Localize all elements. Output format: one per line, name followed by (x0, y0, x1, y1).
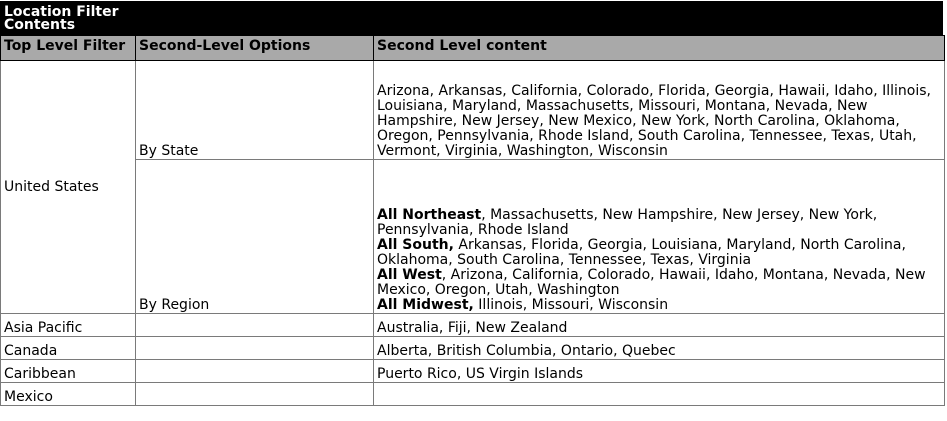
title-line-1: Location Filter (4, 4, 119, 20)
option-cell (135, 336, 374, 360)
option-by-state: By State (135, 60, 374, 160)
table-row: Mexico (0, 382, 945, 406)
option-cell (135, 313, 374, 337)
northeast-list: , Massachusetts, New Hampshire, New Jers… (377, 207, 878, 238)
region-united-states: United States (0, 60, 136, 314)
region-northeast: All Northeast, Massachusetts, New Hampsh… (377, 208, 944, 238)
header-second-level-content: Second Level content (373, 35, 945, 61)
header-row: Top Level Filter Second-Level Options Se… (0, 35, 945, 61)
south-label: All South, (377, 237, 454, 253)
region-cell: Mexico (0, 382, 136, 406)
content-cell: Puerto Rico, US Virgin Islands (373, 359, 945, 383)
table-row: Canada Alberta, British Columbia, Ontari… (0, 336, 945, 360)
option-cell (135, 359, 374, 383)
region-west: All West, Arizona, California, Colorado,… (377, 268, 944, 298)
region-cell: Asia Pacific (0, 313, 136, 337)
south-list: Arkansas, Florida, Georgia, Louisiana, M… (377, 237, 906, 268)
content-cell: Australia, Fiji, New Zealand (373, 313, 945, 337)
table-title: Location Filter Contents (0, 1, 943, 35)
table-row: Caribbean Puerto Rico, US Virgin Islands (0, 359, 945, 383)
option-cell (135, 382, 374, 406)
region-south: All South, Arkansas, Florida, Georgia, L… (377, 238, 944, 268)
table-row: Asia Pacific Australia, Fiji, New Zealan… (0, 313, 945, 337)
content-by-region: All Northeast, Massachusetts, New Hampsh… (373, 159, 945, 314)
header-top-level-filter: Top Level Filter (0, 35, 136, 61)
west-list: , Arizona, California, Colorado, Hawaii,… (377, 267, 926, 298)
content-cell: Alberta, British Columbia, Ontario, Queb… (373, 336, 945, 360)
region-cell: Canada (0, 336, 136, 360)
midwest-label: All Midwest, (377, 297, 474, 313)
table-row: United States By State Arizona, Arkansas… (0, 60, 945, 314)
region-midwest: All Midwest, Illinois, Missouri, Wiscons… (377, 298, 944, 313)
midwest-list: Illinois, Missouri, Wisconsin (473, 297, 669, 313)
option-by-region: By Region (135, 159, 374, 314)
table-row: By Region All Northeast, Massachusetts, … (1, 159, 945, 314)
title-line-2: Contents (4, 17, 76, 33)
content-cell (373, 382, 945, 406)
location-filter-table: Top Level Filter Second-Level Options Se… (0, 35, 945, 406)
west-label: All West (377, 267, 442, 283)
region-cell: Caribbean (0, 359, 136, 383)
content-by-state: Arizona, Arkansas, California, Colorado,… (373, 60, 945, 160)
northeast-label: All Northeast (377, 207, 482, 223)
header-second-level-options: Second-Level Options (135, 35, 374, 61)
